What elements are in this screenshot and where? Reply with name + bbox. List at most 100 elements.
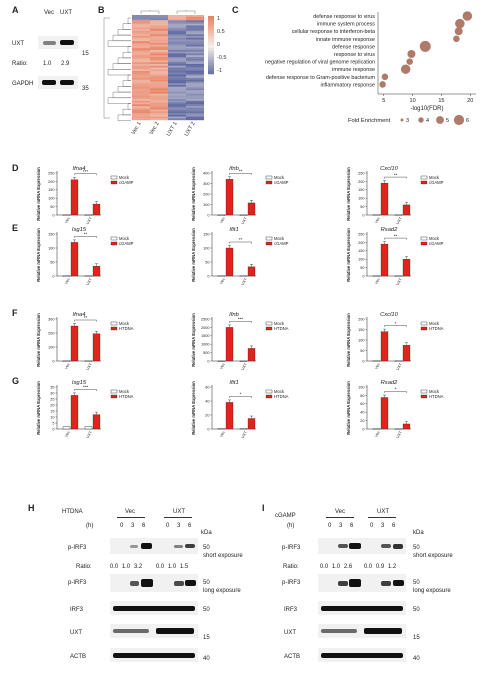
heatmap-cell xyxy=(168,86,186,89)
heatmap-cell xyxy=(168,71,186,73)
bar-mock xyxy=(239,275,248,277)
sig-bracket xyxy=(74,389,97,391)
panel-i-time-4: 0 xyxy=(370,523,374,529)
heatmap-cell xyxy=(168,43,186,45)
heatmap-col-label: UXT 1 xyxy=(166,121,179,137)
heatmap-cell xyxy=(150,16,168,19)
legend-label-treated: cGAMP xyxy=(274,241,289,246)
bar-chart-y-label: Relative mRNA Expression xyxy=(346,228,351,282)
error-bar xyxy=(95,263,98,267)
bar-chart-title: Rsad2 xyxy=(381,227,399,233)
bar-chart-y-tick-label: 2000 xyxy=(201,326,209,330)
colorbar-step xyxy=(208,33,214,37)
bar-chart-x-label: UXT xyxy=(396,362,404,371)
bar-mock xyxy=(62,426,71,430)
heatmap-cell xyxy=(186,36,204,38)
heatmap-cell xyxy=(150,64,168,66)
heatmap-cell xyxy=(132,25,150,28)
heatmap-cell xyxy=(132,60,150,63)
heatmap-cell xyxy=(150,15,168,17)
bar-chart-y-tick-label: 150 xyxy=(48,188,54,192)
heatmap-cell xyxy=(150,85,168,87)
panel-i-time-1: 0 xyxy=(328,523,332,529)
heatmap-cell xyxy=(168,18,186,21)
heatmap-cell xyxy=(132,79,150,82)
panel-a-row-uxt: UXT xyxy=(12,41,24,47)
bar-chart-x-label: UXT xyxy=(396,430,404,439)
bar-chart-y-tick-label: 20 xyxy=(360,419,364,423)
bar-treated xyxy=(92,414,101,430)
go-legend-dot xyxy=(418,117,424,123)
heatmap-cell xyxy=(150,55,168,58)
dendrogram-branch xyxy=(122,109,131,116)
heatmap-cell xyxy=(150,95,168,98)
dendrogram-branch xyxy=(127,17,131,24)
panel-h-ratio-label: Ratio: xyxy=(76,564,92,570)
go-legend-title: Fold Enrichment xyxy=(348,118,391,124)
bar-chart-x-label: UXT xyxy=(396,277,404,286)
colorbar-step xyxy=(208,68,214,72)
bar-chart-e-rsad2: Rsad2 Relative mRNA Expression 0 50 100 150 20… xyxy=(346,227,444,286)
heatmap-cell xyxy=(168,79,186,82)
panel-i-time-6: 6 xyxy=(392,523,396,529)
bar-chart-x-label: UXT xyxy=(86,362,94,371)
panel-h-row-uxt: UXT xyxy=(70,630,82,636)
panel-i-time-3: 6 xyxy=(350,523,354,529)
panel-h-time-5: 3 xyxy=(177,523,181,529)
heatmap-cell xyxy=(186,44,204,47)
legend-label-treated: HTDNA xyxy=(274,326,289,331)
heatmap-cell xyxy=(132,57,150,59)
bar-chart-y-tick-label: 2500 xyxy=(201,317,209,321)
bar-chart-x-label: Vec xyxy=(374,430,381,438)
go-x-tick-label: 15 xyxy=(438,98,444,104)
legend-swatch-treated xyxy=(420,180,428,185)
bar-chart-y-tick-label: 0 xyxy=(207,274,209,278)
heatmap-cell xyxy=(150,74,168,77)
heatmap-cell xyxy=(186,64,204,66)
bar-treated xyxy=(225,327,234,362)
legend-swatch-treated xyxy=(110,394,118,399)
bar-chart-y-tick-label: 0 xyxy=(52,427,54,431)
colorbar-step xyxy=(208,30,214,34)
bar-chart-y-tick-label: 150 xyxy=(358,188,364,192)
bar-chart-title: Isg15 xyxy=(72,380,87,386)
panel-a-ratio-uxt: 2.9 xyxy=(61,61,70,67)
heatmap-cell xyxy=(132,62,150,65)
bar-mock xyxy=(217,214,226,216)
sig-stars: ** xyxy=(239,237,243,242)
bar-mock xyxy=(394,360,403,362)
error-bar xyxy=(250,415,253,419)
heatmap-cell xyxy=(150,20,168,23)
colorbar-step xyxy=(208,42,214,46)
heatmap-cell xyxy=(186,81,204,84)
bar-mock xyxy=(372,428,381,430)
heatmap-cell xyxy=(186,27,204,30)
bar-chart-y-label: Relative mRNA Expression xyxy=(346,381,351,435)
bar-mock xyxy=(239,360,248,362)
heatmap-cell xyxy=(150,65,168,68)
heatmap-cell xyxy=(150,69,168,72)
heatmap-cell xyxy=(132,20,150,23)
panel-i-time-2: 3 xyxy=(339,523,343,529)
heatmap-cell xyxy=(150,76,168,79)
heatmap-cell xyxy=(132,97,150,100)
heatmap-cell xyxy=(150,34,168,37)
heatmap-cell xyxy=(168,72,186,75)
panel-h-row-pirf3-long: p-IRF3 xyxy=(68,580,87,586)
heatmap-col-label: UXT 2 xyxy=(184,121,197,137)
bar-chart-y-label: Relative mRNA Expression xyxy=(191,167,196,221)
heatmap-cell xyxy=(150,118,168,121)
bar-chart-y-tick-label: 40 xyxy=(360,411,364,415)
heatmap-cell xyxy=(132,36,150,38)
heatmap-cell xyxy=(132,23,150,26)
sig-bracket xyxy=(229,173,252,175)
legend-swatch-mock xyxy=(110,236,118,241)
heatmap-cell xyxy=(186,43,204,45)
legend-label-treated: cGAMP xyxy=(119,241,134,246)
bar-chart-x-label: UXT xyxy=(86,216,94,225)
bar-chart-y-tick-label: 80 xyxy=(360,394,364,398)
sig-bracket xyxy=(384,176,407,179)
error-bar xyxy=(250,200,253,203)
heatmap-cell xyxy=(150,22,168,24)
bar-chart-y-tick-label: 200 xyxy=(203,192,209,196)
